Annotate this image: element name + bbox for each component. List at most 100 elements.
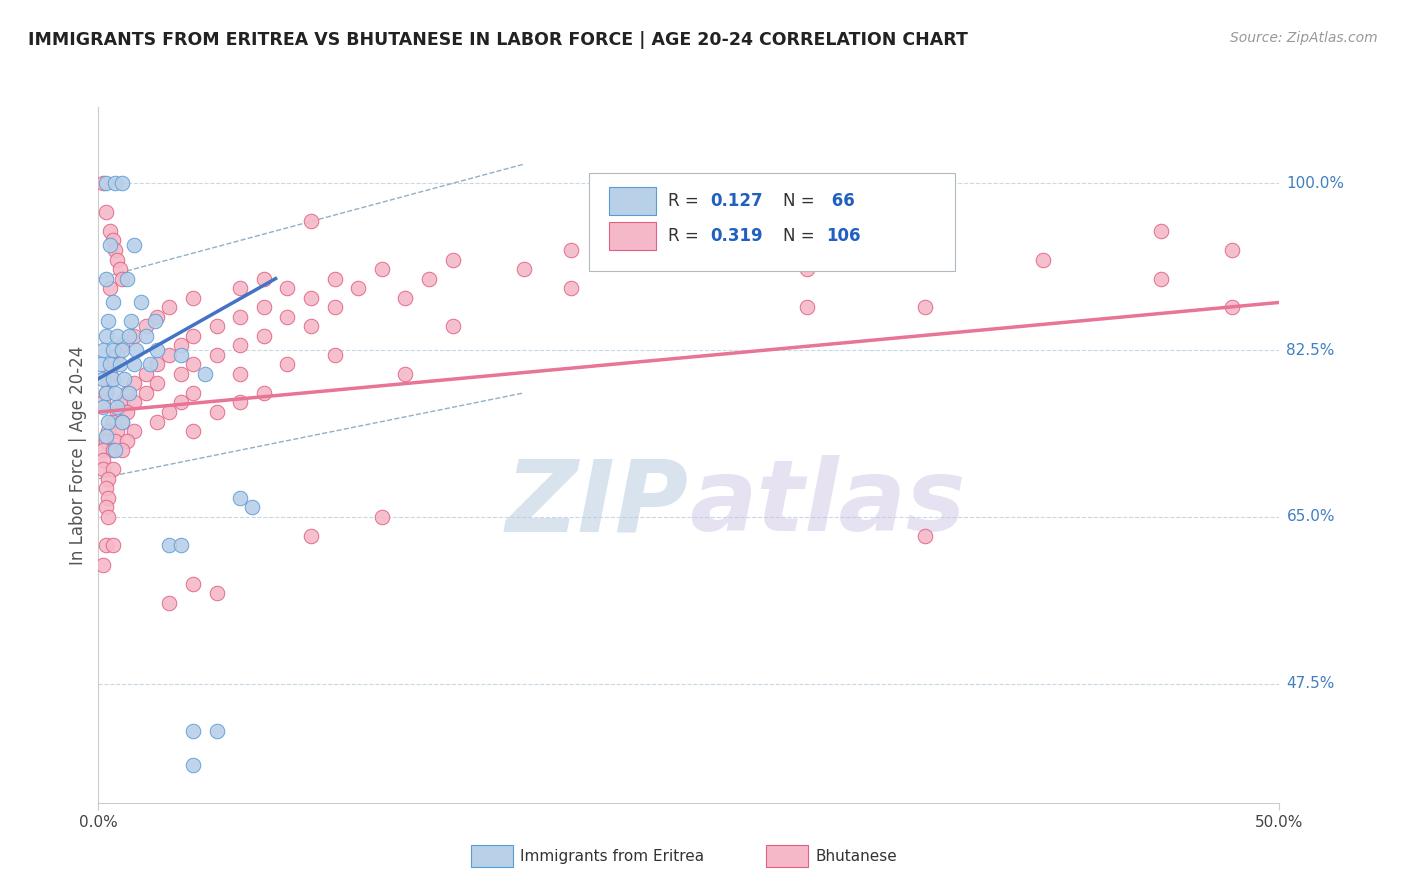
Point bbox=[91, 452, 114, 467]
Point bbox=[122, 376, 145, 391]
Text: R =: R = bbox=[668, 227, 703, 244]
Text: Source: ZipAtlas.com: Source: ZipAtlas.com bbox=[1230, 31, 1378, 45]
Point bbox=[253, 386, 276, 401]
Point bbox=[323, 348, 346, 362]
Text: 82.5%: 82.5% bbox=[1286, 343, 1334, 358]
Point bbox=[170, 348, 193, 362]
Point bbox=[122, 357, 145, 371]
Point bbox=[607, 252, 630, 267]
Point bbox=[229, 367, 252, 381]
Text: 47.5%: 47.5% bbox=[1286, 676, 1334, 691]
Point bbox=[371, 509, 394, 524]
Point bbox=[135, 386, 157, 401]
Point bbox=[146, 343, 169, 357]
Point bbox=[181, 291, 204, 305]
Text: Bhutanese: Bhutanese bbox=[815, 849, 897, 863]
Point bbox=[118, 328, 141, 343]
Point bbox=[560, 243, 582, 257]
Point bbox=[94, 539, 117, 553]
Point bbox=[121, 314, 143, 328]
Point bbox=[276, 310, 298, 324]
Point bbox=[181, 357, 204, 371]
Point bbox=[101, 357, 124, 371]
Point bbox=[157, 596, 180, 610]
Point bbox=[205, 724, 228, 739]
Point bbox=[1220, 300, 1243, 314]
Point bbox=[181, 576, 204, 591]
Point bbox=[101, 539, 124, 553]
Point bbox=[111, 415, 134, 429]
Point bbox=[229, 310, 252, 324]
Point bbox=[205, 586, 228, 600]
Point bbox=[105, 348, 128, 362]
Point bbox=[122, 424, 145, 438]
Point bbox=[914, 234, 936, 248]
Point bbox=[111, 443, 134, 458]
Text: atlas: atlas bbox=[689, 455, 966, 552]
Point bbox=[205, 405, 228, 419]
Point bbox=[105, 252, 128, 267]
Point bbox=[101, 234, 124, 248]
Point bbox=[97, 491, 120, 505]
Point bbox=[111, 415, 134, 429]
Point bbox=[94, 386, 117, 401]
Point bbox=[394, 367, 416, 381]
Point bbox=[146, 357, 169, 371]
Point bbox=[253, 271, 276, 285]
Point bbox=[104, 243, 127, 257]
Point bbox=[101, 372, 124, 386]
Point bbox=[104, 176, 127, 190]
Point bbox=[91, 395, 114, 409]
Point bbox=[170, 367, 193, 381]
Point bbox=[94, 500, 117, 515]
Point bbox=[146, 310, 169, 324]
Point bbox=[112, 372, 135, 386]
Point bbox=[94, 481, 117, 495]
Point bbox=[1032, 252, 1054, 267]
Point bbox=[97, 472, 120, 486]
Point bbox=[94, 205, 117, 219]
Point bbox=[104, 443, 127, 458]
Point bbox=[170, 539, 193, 553]
Point bbox=[394, 291, 416, 305]
Point bbox=[98, 281, 121, 295]
Point bbox=[229, 338, 252, 352]
Point bbox=[101, 295, 124, 310]
Point bbox=[105, 328, 128, 343]
Point bbox=[796, 262, 818, 277]
Point bbox=[101, 443, 124, 458]
Point bbox=[276, 281, 298, 295]
Point bbox=[111, 176, 134, 190]
Point bbox=[111, 395, 134, 409]
Point bbox=[181, 724, 204, 739]
Point bbox=[122, 395, 145, 409]
Point bbox=[94, 328, 117, 343]
Point bbox=[796, 300, 818, 314]
Point bbox=[101, 343, 124, 357]
Point bbox=[97, 509, 120, 524]
Point bbox=[97, 415, 120, 429]
Text: 66: 66 bbox=[825, 192, 855, 210]
Point bbox=[157, 348, 180, 362]
Point bbox=[98, 357, 121, 371]
Point bbox=[111, 343, 134, 357]
Point bbox=[104, 434, 127, 448]
Point bbox=[194, 367, 217, 381]
Text: 65.0%: 65.0% bbox=[1286, 509, 1334, 524]
Point bbox=[229, 281, 252, 295]
Point bbox=[157, 405, 180, 419]
Point bbox=[115, 271, 138, 285]
Point bbox=[441, 319, 464, 334]
Point bbox=[94, 434, 117, 448]
Bar bbox=[609, 222, 655, 250]
Bar bbox=[609, 187, 655, 215]
Text: N =: N = bbox=[783, 192, 820, 210]
Point bbox=[170, 338, 193, 352]
Point bbox=[98, 367, 121, 381]
Point bbox=[441, 252, 464, 267]
Point bbox=[135, 328, 157, 343]
Point bbox=[94, 386, 117, 401]
Point bbox=[125, 343, 148, 357]
Text: 100.0%: 100.0% bbox=[1286, 176, 1344, 191]
Point bbox=[143, 314, 166, 328]
